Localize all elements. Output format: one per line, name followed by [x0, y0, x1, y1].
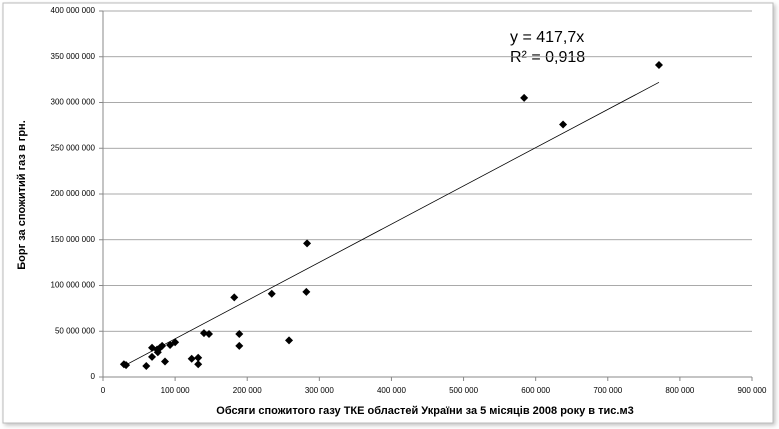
point	[235, 341, 244, 350]
point	[153, 348, 162, 357]
point	[230, 293, 239, 302]
point	[302, 287, 311, 296]
x-tick-label: 900 000	[738, 386, 767, 395]
point	[187, 354, 196, 363]
x-tick-label: 700 000	[593, 386, 622, 395]
point	[235, 329, 244, 338]
trend-equation: y = 417,7x	[510, 29, 584, 46]
y-tick-label: 200 000 000	[51, 189, 96, 198]
point	[267, 289, 276, 298]
point	[520, 93, 529, 102]
point	[142, 362, 151, 371]
y-tick-label: 50 000 000	[55, 326, 96, 335]
x-tick-label: 400 000	[377, 386, 406, 395]
point	[122, 361, 131, 370]
point	[199, 329, 208, 338]
x-tick-label: 200 000	[233, 386, 262, 395]
y-tick-label: 250 000 000	[51, 143, 96, 152]
trendline	[123, 81, 660, 367]
y-tick-label: 150 000 000	[51, 235, 96, 244]
point	[171, 338, 180, 347]
point	[285, 336, 294, 345]
y-tick-label: 100 000 000	[51, 281, 96, 290]
y-tick-label: 350 000 000	[51, 52, 96, 61]
point	[194, 360, 203, 369]
point	[303, 239, 312, 248]
point	[205, 329, 214, 338]
trend-r-squared: R² = 0,918	[510, 49, 585, 66]
y-tick-label: 300 000 000	[51, 98, 96, 107]
point	[148, 352, 157, 361]
chart-frame	[2, 2, 774, 424]
point	[158, 341, 167, 350]
x-axis-title: Обсяги спожитого газу ТКЕ областей Украї…	[216, 405, 633, 417]
point	[194, 353, 203, 362]
y-tick-label: 400 000 000	[51, 6, 96, 15]
x-tick-label: 300 000	[305, 386, 334, 395]
x-tick-label: 0	[101, 386, 106, 395]
y-tick-label: 0	[91, 372, 96, 381]
x-tick-label: 100 000	[161, 386, 190, 395]
point	[654, 60, 663, 69]
point	[559, 120, 568, 129]
x-tick-label: 500 000	[449, 386, 478, 395]
y-axis-title: Борг за спожитий газ в грн.	[16, 120, 28, 270]
x-tick-label: 600 000	[521, 386, 550, 395]
point	[161, 357, 170, 366]
x-tick-label: 800 000	[665, 386, 694, 395]
